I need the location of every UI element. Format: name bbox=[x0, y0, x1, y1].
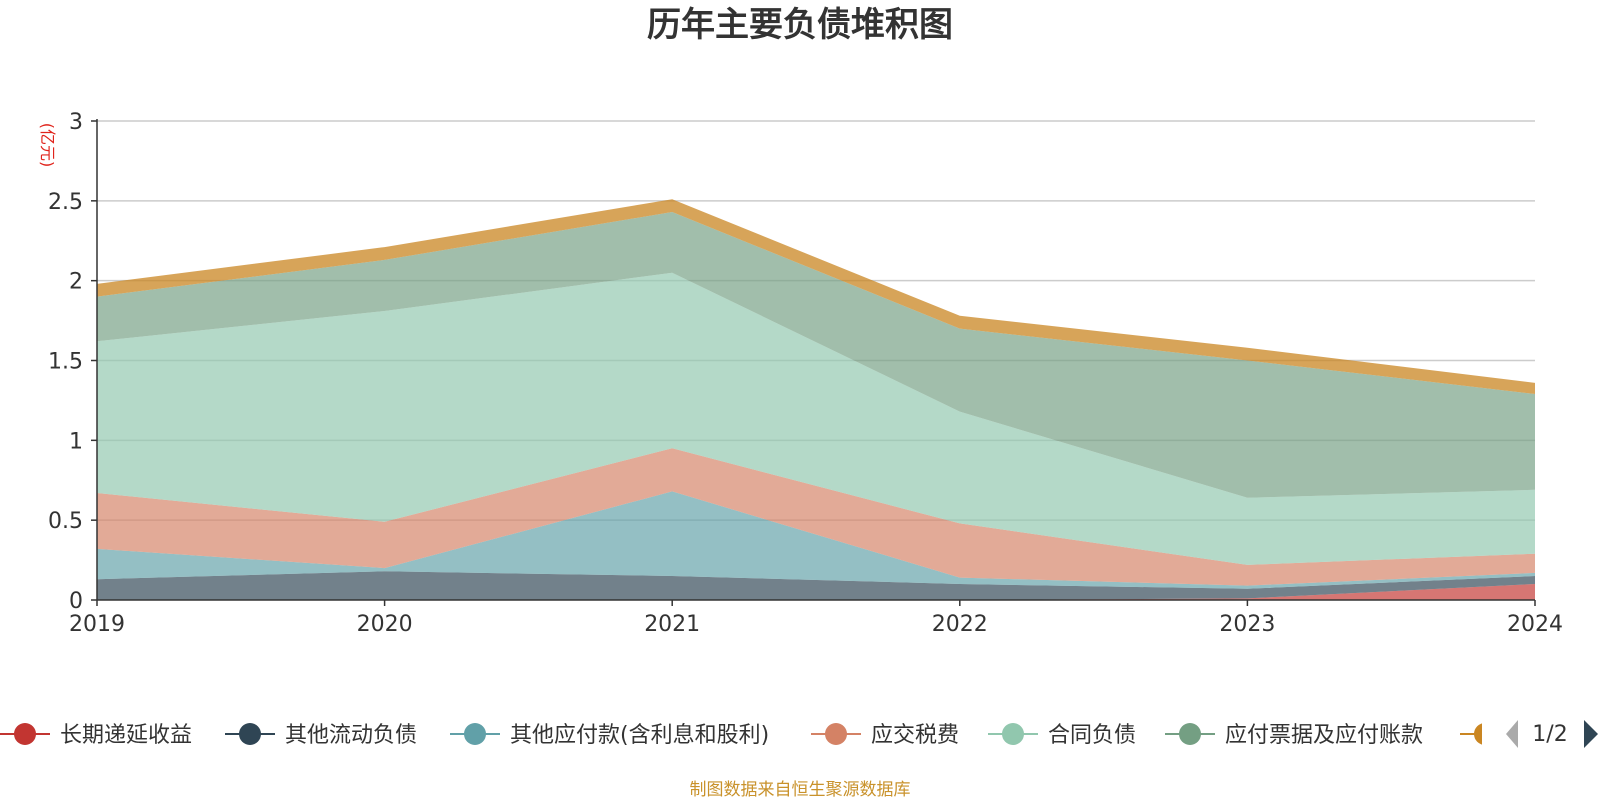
legend-item-0[interactable]: 长期递延收益 bbox=[0, 723, 192, 748]
area-series-4[interactable] bbox=[97, 272, 1535, 565]
legend-label: 长期递延收益 bbox=[60, 723, 192, 748]
legend-pager[interactable]: 1/2 bbox=[1506, 720, 1598, 748]
area-series-2[interactable] bbox=[97, 491, 1535, 589]
area-series bbox=[97, 199, 1535, 600]
x-axis-ticks: 2019 2020 2021 2022 2023 2024 bbox=[69, 600, 1563, 637]
data-source-note: 制图数据来自恒生聚源数据库 bbox=[690, 780, 911, 800]
legend-circle-icon bbox=[1474, 723, 1482, 745]
legend-label: 合同负债 bbox=[1048, 723, 1136, 748]
legend-circle-icon bbox=[825, 723, 847, 745]
area-series-6[interactable] bbox=[97, 199, 1535, 394]
x-tick-label: 2024 bbox=[1507, 612, 1563, 637]
y-tick-label: 0 bbox=[69, 589, 83, 614]
legend-circle-icon bbox=[14, 723, 36, 745]
area-series-5[interactable] bbox=[97, 212, 1535, 498]
x-tick-label: 2023 bbox=[1219, 612, 1275, 637]
legend-circle-icon bbox=[464, 723, 486, 745]
area-series-0[interactable] bbox=[97, 584, 1535, 600]
x-tick-label: 2021 bbox=[644, 612, 700, 637]
legend-item-6[interactable] bbox=[1460, 723, 1510, 745]
legend-circle-icon bbox=[239, 723, 261, 745]
y-tick-label: 2.5 bbox=[48, 190, 83, 215]
y-axis-ticks: 0 0.5 1 1.5 2 2.5 3 bbox=[48, 110, 97, 614]
y-tick-label: 0.5 bbox=[48, 509, 83, 534]
legend-next-page-icon[interactable] bbox=[1584, 720, 1598, 748]
legend-label: 应付票据及应付账款 bbox=[1225, 723, 1423, 748]
legend-circle-icon bbox=[1179, 723, 1201, 745]
y-tick-label: 1 bbox=[69, 429, 83, 454]
y-axis-unit-label: (亿元) bbox=[38, 123, 57, 168]
legend[interactable]: 长期递延收益 其他流动负债 其他应付款(含利息和股利) 应交税费 合同负债 应付票据及应付… bbox=[0, 723, 1510, 748]
x-tick-label: 2022 bbox=[932, 612, 988, 637]
x-tick-label: 2019 bbox=[69, 612, 125, 637]
area-series-3[interactable] bbox=[97, 448, 1535, 586]
legend-circle-icon bbox=[1002, 723, 1024, 745]
y-tick-label: 1.5 bbox=[48, 350, 83, 375]
legend-item-1[interactable]: 其他流动负债 bbox=[225, 723, 417, 748]
y-tick-label: 3 bbox=[69, 110, 83, 135]
x-tick-label: 2020 bbox=[357, 612, 413, 637]
legend-prev-page-icon[interactable] bbox=[1506, 720, 1518, 748]
legend-label: 其他应付款(含利息和股利) bbox=[510, 723, 769, 748]
legend-item-2[interactable]: 其他应付款(含利息和股利) bbox=[450, 723, 769, 748]
legend-item-5[interactable]: 应付票据及应付账款 bbox=[1165, 723, 1423, 748]
y-tick-label: 2 bbox=[69, 270, 83, 295]
legend-label: 应交税费 bbox=[871, 723, 959, 748]
legend-item-3[interactable]: 应交税费 bbox=[811, 723, 959, 748]
legend-item-4[interactable]: 合同负债 bbox=[988, 723, 1136, 748]
chart-title: 历年主要负债堆积图 bbox=[647, 5, 953, 45]
legend-label: 其他流动负债 bbox=[285, 723, 417, 748]
area-series-1[interactable] bbox=[97, 571, 1535, 600]
legend-page-indicator: 1/2 bbox=[1532, 722, 1567, 747]
